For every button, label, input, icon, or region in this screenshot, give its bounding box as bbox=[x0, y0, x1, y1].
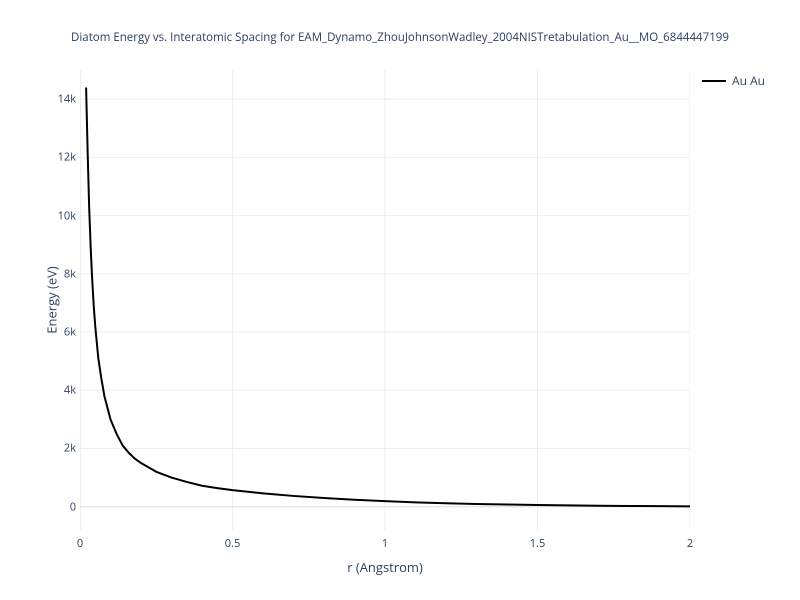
legend[interactable]: Au Au bbox=[702, 72, 765, 89]
legend-swatch bbox=[702, 80, 726, 82]
chart-title: Diatom Energy vs. Interatomic Spacing fo… bbox=[71, 30, 729, 45]
x-tick: 1 bbox=[382, 536, 388, 551]
plot-area[interactable] bbox=[80, 70, 690, 530]
y-tick: 10k bbox=[58, 208, 76, 223]
legend-label: Au Au bbox=[732, 72, 765, 89]
y-tick: 0 bbox=[70, 499, 76, 514]
y-tick: 8k bbox=[64, 266, 76, 281]
y-axis-label: Energy (eV) bbox=[43, 266, 61, 333]
x-tick: 1.5 bbox=[530, 536, 545, 551]
x-tick: 0 bbox=[77, 536, 83, 551]
y-tick: 12k bbox=[58, 150, 76, 165]
x-tick: 2 bbox=[687, 536, 693, 551]
y-tick: 6k bbox=[64, 325, 76, 340]
x-axis-label: r (Angstrom) bbox=[80, 558, 690, 576]
y-tick: 4k bbox=[64, 383, 76, 398]
y-tick: 14k bbox=[58, 92, 76, 107]
chart-svg bbox=[80, 70, 690, 530]
x-tick: 0.5 bbox=[225, 536, 240, 551]
y-tick: 2k bbox=[64, 441, 76, 456]
